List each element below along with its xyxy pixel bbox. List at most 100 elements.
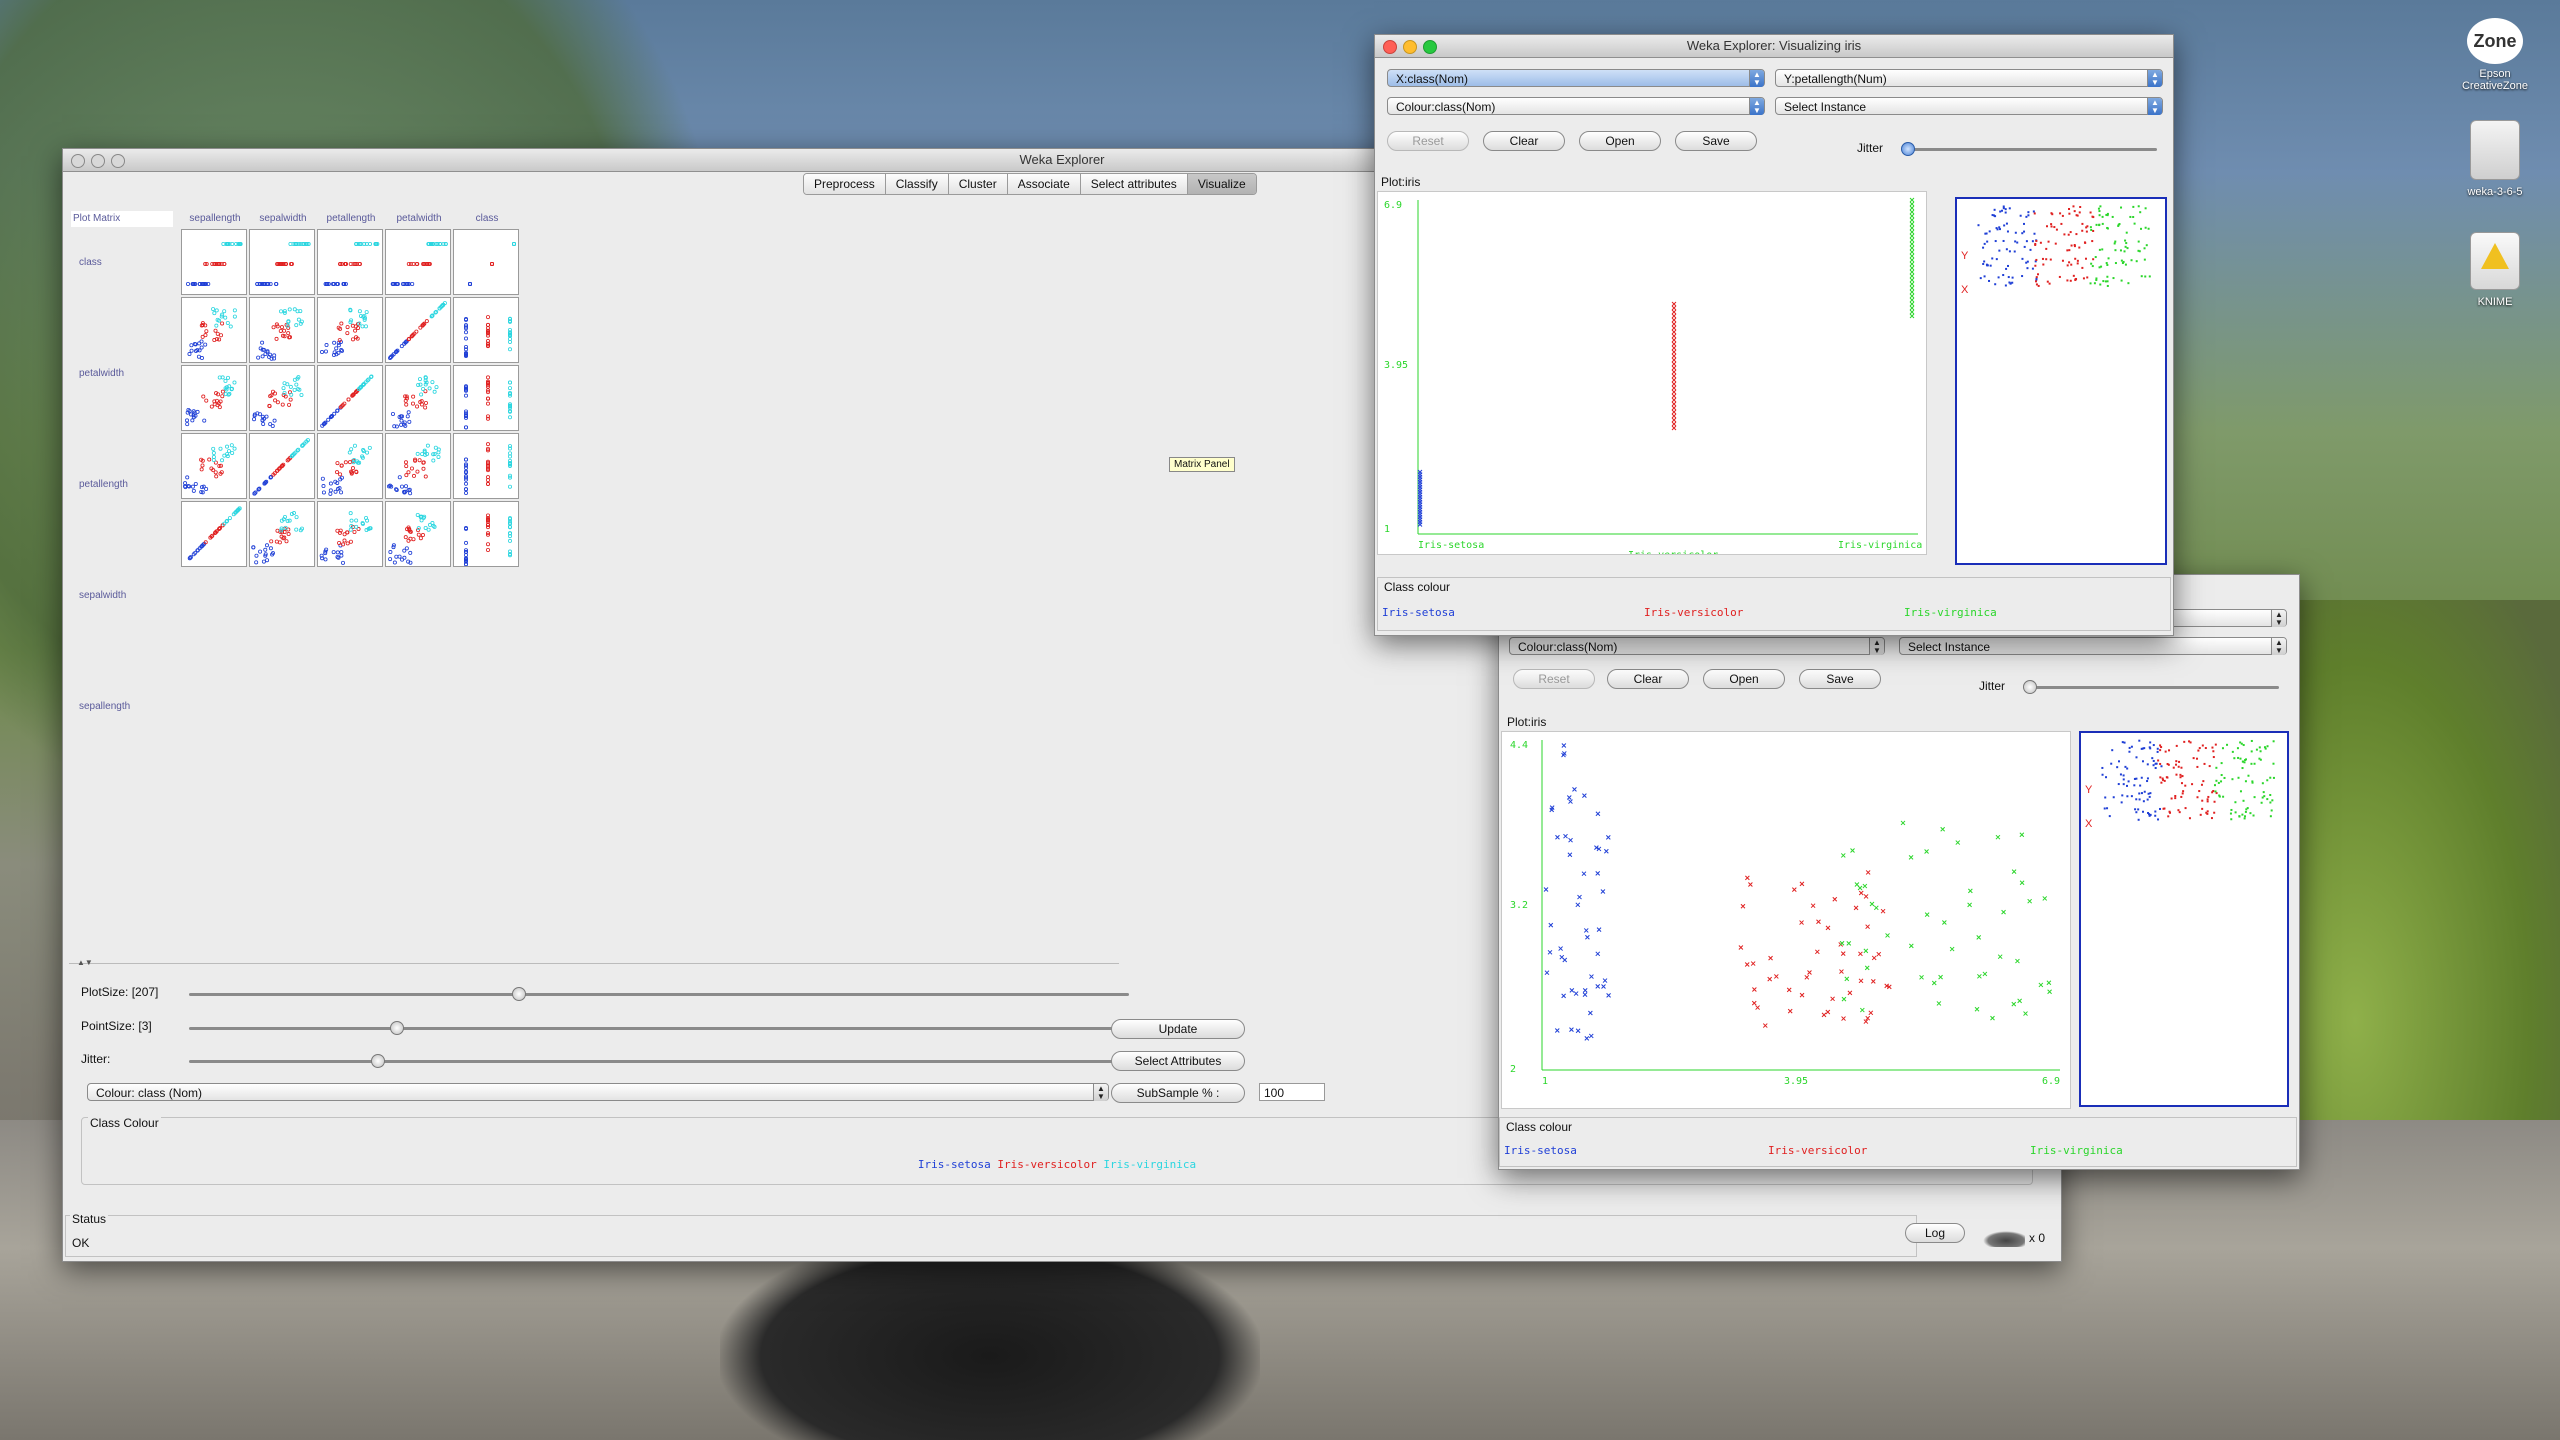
jitter-slider-knob[interactable]: [2023, 680, 2037, 694]
y-axis-combo[interactable]: Y:petallength(Num) ▲ ▼: [1775, 69, 2163, 87]
instance-combo[interactable]: Select Instance ▲ ▼: [1775, 97, 2163, 115]
zoom-window-icon[interactable]: [111, 154, 125, 168]
matrix-cell[interactable]: [181, 501, 247, 567]
data-point: [1671, 413, 1677, 419]
plot-area[interactable]: 6.9 3.95 1 Iris-setosa Iris-versicolor Iris-v…: [1377, 191, 1927, 561]
minimize-window-icon[interactable]: [91, 154, 105, 168]
matrix-cell[interactable]: [181, 433, 247, 499]
data-point: [1909, 209, 1915, 215]
matrix-cell[interactable]: [317, 365, 383, 431]
data-point: [415, 451, 420, 456]
matrix-cell[interactable]: [181, 365, 247, 431]
viz-titlebar[interactable]: Weka Explorer: Visualizing iris: [1375, 35, 2173, 58]
tab-visualize[interactable]: Visualize: [1187, 174, 1256, 194]
instance-combo[interactable]: Select Instance ▲ ▼: [1899, 637, 2287, 655]
log-button[interactable]: Log: [1905, 1223, 1965, 1243]
matrix-cell[interactable]: [249, 433, 315, 499]
matrix-cell[interactable]: [181, 229, 247, 295]
matrix-cell[interactable]: [317, 297, 383, 363]
update-button[interactable]: Update: [1111, 1019, 1245, 1039]
jitter-slider-knob[interactable]: [371, 1054, 385, 1068]
split-divider[interactable]: ▲▼: [69, 958, 1119, 968]
desktop-icon-epson[interactable]: Zone Epson CreativeZone: [2450, 18, 2540, 92]
matrix-cell[interactable]: [181, 297, 247, 363]
data-point: [1799, 992, 1805, 998]
jitter-slider-knob[interactable]: [1901, 142, 1915, 156]
tab-preprocess[interactable]: Preprocess: [804, 174, 886, 194]
matrix-cell[interactable]: [317, 501, 383, 567]
select-attributes-button[interactable]: Select Attributes: [1111, 1051, 1245, 1071]
strip-point: [2169, 811, 2172, 814]
matrix-cell[interactable]: [385, 365, 451, 431]
data-point: [199, 457, 204, 462]
matrix-cell[interactable]: [385, 229, 451, 295]
pointsize-slider-knob[interactable]: [389, 1021, 404, 1035]
open-button[interactable]: Open: [1579, 131, 1661, 151]
data-point: [224, 241, 229, 246]
reset-button[interactable]: Reset: [1387, 131, 1469, 151]
jitter-slider-track[interactable]: [189, 1060, 1129, 1063]
strip-point: [2137, 240, 2140, 243]
minimize-window-icon[interactable]: [1403, 40, 1417, 54]
plot-area[interactable]: 4.4 3.2 2 1 3.95 6.9: [1501, 731, 2071, 1109]
strip-point: [2092, 229, 2095, 232]
data-point: [348, 511, 353, 516]
data-point: [1850, 848, 1855, 853]
desktop-icon-weka[interactable]: weka-3-6-5: [2450, 120, 2540, 198]
pointsize-slider-track[interactable]: [189, 1027, 1129, 1030]
strip-point: [2175, 763, 2178, 766]
save-button[interactable]: Save: [1799, 669, 1881, 689]
open-button[interactable]: Open: [1703, 669, 1785, 689]
tab-associate[interactable]: Associate: [1007, 174, 1081, 194]
jitter-slider-track[interactable]: [2025, 686, 2279, 689]
reset-button[interactable]: Reset: [1513, 669, 1595, 689]
desktop-icon-knime[interactable]: KNIME: [2450, 232, 2540, 308]
tab-classify[interactable]: Classify: [885, 174, 949, 194]
scatter-matrix-grid[interactable]: [181, 229, 741, 789]
jitter-slider-track[interactable]: [1903, 148, 2157, 151]
matrix-cell[interactable]: [453, 433, 519, 499]
colour-combo[interactable]: Colour:class(Nom) ▲ ▼: [1509, 637, 1885, 655]
matrix-cell[interactable]: [317, 229, 383, 295]
matrix-cell[interactable]: [453, 365, 519, 431]
zoom-window-icon[interactable]: [1423, 40, 1437, 54]
strip-point: [2068, 249, 2071, 252]
data-point: [299, 392, 304, 397]
plotsize-slider-track[interactable]: [189, 993, 1129, 996]
data-point: [199, 485, 204, 490]
pointsize-label: PointSize: [3]: [81, 1019, 152, 1033]
matrix-cell[interactable]: [453, 297, 519, 363]
data-point: [1582, 793, 1587, 798]
matrix-cell[interactable]: [249, 501, 315, 567]
matrix-cell[interactable]: [249, 229, 315, 295]
matrix-cell[interactable]: [453, 501, 519, 567]
matrix-cell[interactable]: [385, 433, 451, 499]
x-axis-combo[interactable]: X:class(Nom) ▲ ▼: [1387, 69, 1765, 87]
strip-point: [2137, 818, 2140, 821]
matrix-cell[interactable]: [249, 365, 315, 431]
colour-combo[interactable]: Colour:class(Nom) ▲ ▼: [1387, 97, 1765, 115]
close-window-icon[interactable]: [1383, 40, 1397, 54]
data-point: [463, 411, 468, 416]
close-window-icon[interactable]: [71, 154, 85, 168]
tab-select-attributes[interactable]: Select attributes: [1080, 174, 1188, 194]
data-point: [257, 412, 262, 417]
subsample-input[interactable]: 100: [1259, 1083, 1325, 1101]
clear-button[interactable]: Clear: [1607, 669, 1689, 689]
data-point: [345, 541, 350, 546]
matrix-cell[interactable]: [385, 297, 451, 363]
matrix-cell[interactable]: [249, 297, 315, 363]
colour-combo[interactable]: Colour: class (Nom) ▲ ▼: [87, 1083, 1109, 1101]
clear-button[interactable]: Clear: [1483, 131, 1565, 151]
strip-point: [2021, 257, 2024, 260]
save-button[interactable]: Save: [1675, 131, 1757, 151]
y-tick-label: 2: [1510, 1064, 1516, 1075]
plotsize-slider-knob[interactable]: [512, 987, 526, 1001]
matrix-cell[interactable]: [385, 501, 451, 567]
matrix-cell[interactable]: [453, 229, 519, 295]
tab-cluster[interactable]: Cluster: [948, 174, 1008, 194]
matrix-cell[interactable]: [317, 433, 383, 499]
data-point: [1908, 943, 1914, 949]
